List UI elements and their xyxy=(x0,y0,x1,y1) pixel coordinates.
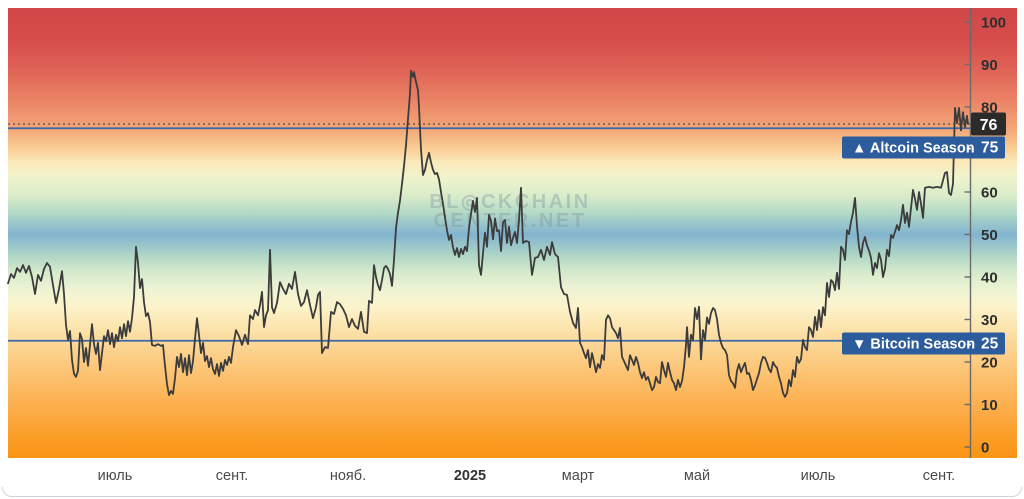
x-axis-label: март xyxy=(562,468,595,484)
y-axis-tick-label: 60 xyxy=(981,185,998,202)
bitcoin-season-badge-label: ▼ Bitcoin Season xyxy=(852,337,975,353)
x-axis-label: июль xyxy=(801,468,836,484)
current-value-badge: 76 xyxy=(971,112,1006,136)
x-axis-label: нояб. xyxy=(330,468,366,484)
card-bottom-border xyxy=(2,487,1022,497)
x-axis-label: сент. xyxy=(216,468,248,484)
x-axis-label: 2025 xyxy=(454,468,486,484)
altcoin-index-series-line xyxy=(7,70,969,398)
threshold-lines xyxy=(8,123,970,342)
y-axis: 0102030405060708090100 xyxy=(964,8,1006,458)
watermark-line1: BL◎CKCHAIN xyxy=(429,191,590,213)
y-axis-tick-label: 90 xyxy=(981,57,998,74)
current-value-badge-value: 76 xyxy=(980,117,998,134)
altcoin-season-badge: ▲ Altcoin Season - 75 xyxy=(842,136,1005,159)
bitcoin-season-badge: ▼ Bitcoin Season - 25 xyxy=(842,332,1005,355)
bitcoin-season-badge-separator: - xyxy=(967,337,972,353)
y-axis-tick-label: 0 xyxy=(981,440,989,457)
bitcoin-season-badge-bg xyxy=(842,332,1005,355)
series xyxy=(7,70,969,398)
y-axis-tick-label: 40 xyxy=(981,270,998,287)
x-axis-labels: июль сент. нояб. 2025 март май июль сент. xyxy=(98,468,956,484)
altcoin-season-badge-bg xyxy=(842,136,1005,159)
altcoin-season-badge-separator: - xyxy=(967,141,972,157)
y-axis-tick-label: 20 xyxy=(981,355,998,372)
y-axis-tick-label: 50 xyxy=(981,227,998,244)
x-axis-label: июль xyxy=(98,468,133,484)
x-axis-label: сент. xyxy=(923,468,955,484)
current-value-badge-bg xyxy=(971,112,1006,136)
y-axis-tick-label: 80 xyxy=(981,100,998,117)
y-axis-tick-label: 100 xyxy=(981,15,1006,32)
y-axis-tick-label: 10 xyxy=(981,397,998,414)
altcoin-season-badge-value: 75 xyxy=(981,140,999,157)
altcoin-season-badge-label: ▲ Altcoin Season xyxy=(852,141,975,157)
season-gradient-background xyxy=(8,8,1017,458)
y-axis-tick-label: 30 xyxy=(981,312,998,329)
bitcoin-season-badge-value: 25 xyxy=(981,336,999,353)
x-axis-label: май xyxy=(684,468,710,484)
